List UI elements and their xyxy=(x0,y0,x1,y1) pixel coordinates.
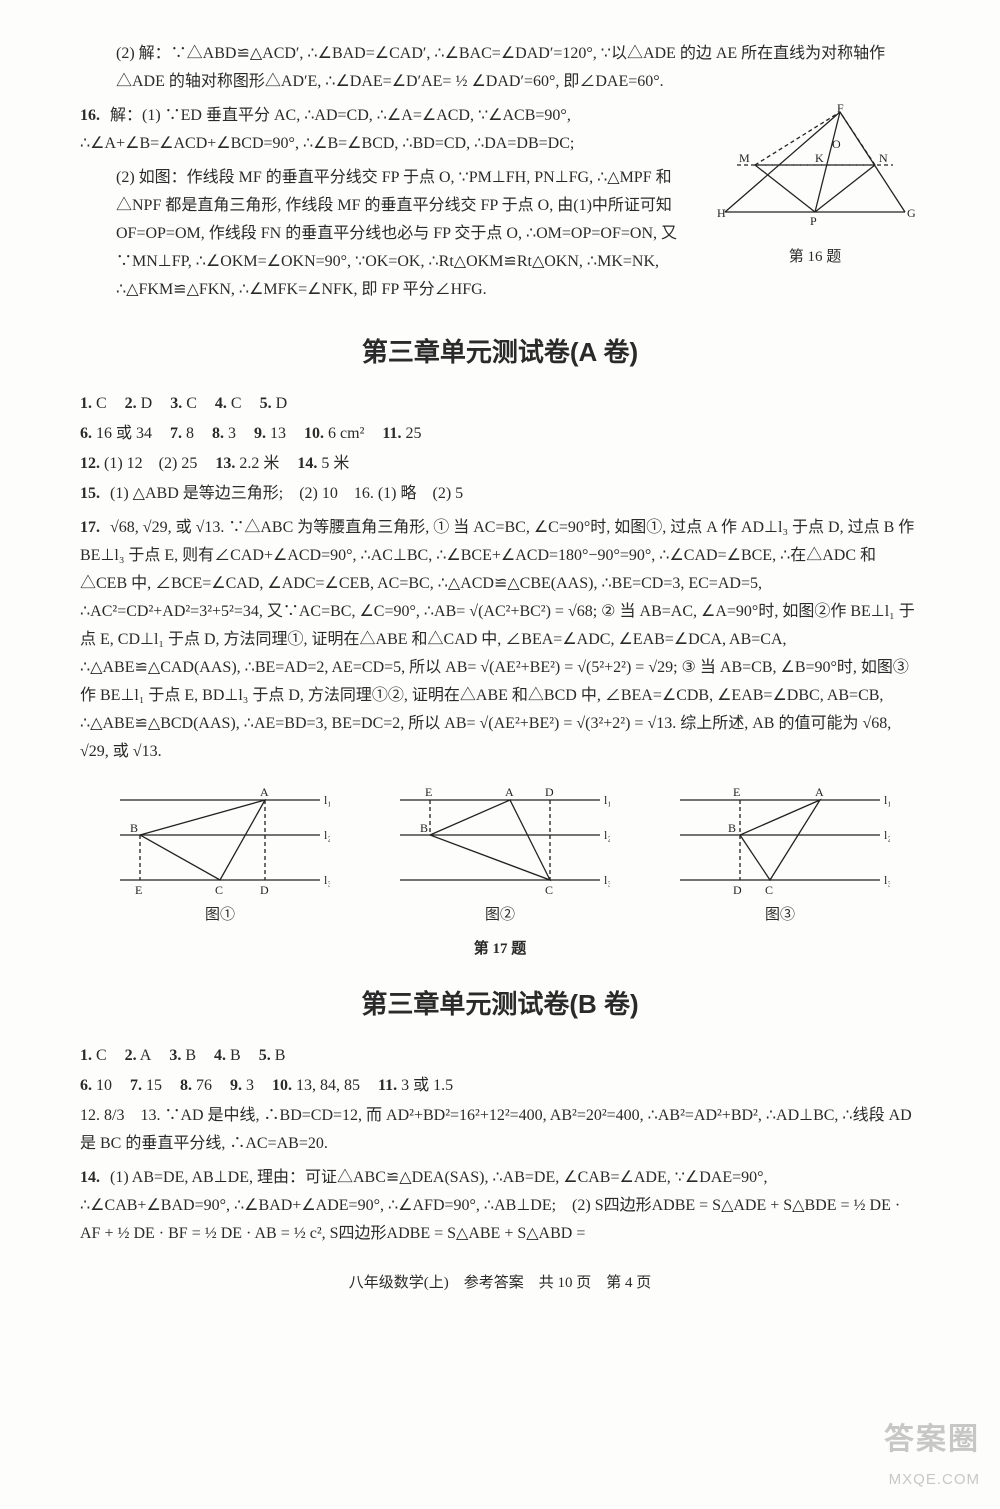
svg-text:l₂: l₂ xyxy=(884,828,890,842)
sectionA-p15: 15. (1) △ABD 是等边三角形; (2) 10 16. (1) 略 (2… xyxy=(80,480,920,508)
svg-text:l₁: l₁ xyxy=(324,793,330,807)
sectionA-p17-text: √68, √29, 或 √13. ∵△ABC 为等腰直角三角形, ① 当 AC=… xyxy=(80,519,915,760)
svg-text:E: E xyxy=(733,785,740,799)
svg-text:l₂: l₂ xyxy=(324,828,330,842)
p16-2-text: (2) 如图：作线段 MF 的垂直平分线交 FP 于点 O, ∵PM⊥FH, P… xyxy=(116,169,677,298)
svg-text:l₃: l₃ xyxy=(324,873,330,887)
figure-17-2: l₁ l₂ l₃ AB CDE 图② xyxy=(390,780,610,928)
svg-text:E: E xyxy=(425,785,432,799)
fig16-caption: 第 16 题 xyxy=(710,244,920,270)
figure-17-caption: 第 17 题 xyxy=(80,936,920,962)
page-footer: 八年级数学(上) 参考答案 共 10 页 第 4 页 xyxy=(80,1270,920,1296)
svg-text:K: K xyxy=(815,151,824,165)
svg-text:A: A xyxy=(260,785,269,799)
watermark-cn: 答案圈 xyxy=(884,1414,980,1467)
section-b-title: 第三章单元测试卷(B 卷) xyxy=(80,982,920,1028)
sectionB-p12-13: 12. 8/3 13. ∵AD 是中线, ∴BD=CD=12, 而 AD²+BD… xyxy=(80,1102,920,1158)
svg-text:l₁: l₁ xyxy=(884,793,890,807)
problem-15-part2: (2) 解：∵△ABD≌△ACD′, ∴∠BAD=∠CAD′, ∴∠BAC=∠D… xyxy=(80,40,920,96)
sectionA-p15-text: (1) △ABD 是等边三角形; (2) 10 16. (1) 略 (2) 5 xyxy=(110,485,463,502)
figure-16-svg: F H G P M N O K xyxy=(715,102,915,232)
svg-text:D: D xyxy=(733,883,742,897)
sectionB-p12-13-text: 12. 8/3 13. ∵AD 是中线, ∴BD=CD=12, 而 AD²+BD… xyxy=(80,1107,912,1152)
svg-text:B: B xyxy=(130,821,138,835)
sectionB-row2: 6. 10 7. 15 8. 76 9. 3 10. 13, 84, 85 11… xyxy=(80,1072,920,1100)
svg-text:H: H xyxy=(717,206,726,220)
svg-text:C: C xyxy=(215,883,223,897)
svg-text:l₂: l₂ xyxy=(604,828,610,842)
svg-text:C: C xyxy=(545,883,553,897)
sectionA-row3: 12. (1) 12 (2) 25 13. 2.2 米 14. 5 米 xyxy=(80,450,920,478)
svg-text:l₃: l₃ xyxy=(884,873,890,887)
figure-16-container: F H G P M N O K 第 16 题 xyxy=(710,102,920,270)
svg-text:P: P xyxy=(810,214,817,228)
svg-text:l₃: l₃ xyxy=(604,873,610,887)
svg-text:O: O xyxy=(832,137,841,151)
svg-text:F: F xyxy=(837,102,844,115)
sectionB-mc-row: 1. C 2. A 3. B 4. B 5. B xyxy=(80,1042,920,1070)
svg-text:l₁: l₁ xyxy=(604,793,610,807)
svg-text:D: D xyxy=(260,883,269,897)
watermark: 答案圈 MXQE.COM xyxy=(884,1414,980,1493)
svg-text:A: A xyxy=(815,785,824,799)
section-a-title: 第三章单元测试卷(A 卷) xyxy=(80,330,920,376)
svg-text:A: A xyxy=(505,785,514,799)
sectionA-mc-row: 1. C 2. D 3. C 4. C 5. D xyxy=(80,390,920,418)
sectionA-p17: 17. √68, √29, 或 √13. ∵△ABC 为等腰直角三角形, ① 当… xyxy=(80,514,920,766)
svg-text:B: B xyxy=(420,821,428,835)
svg-text:G: G xyxy=(907,206,915,220)
svg-text:E: E xyxy=(135,883,142,897)
svg-text:B: B xyxy=(728,821,736,835)
sectionB-p14-text: (1) AB=DE, AB⊥DE, 理由：可证△ABC≌△DEA(SAS), ∴… xyxy=(80,1169,900,1242)
figure-17-3: l₁ l₂ l₃ AB CDE 图③ xyxy=(670,780,890,928)
svg-text:C: C xyxy=(765,883,773,897)
sectionB-p14: 14. (1) AB=DE, AB⊥DE, 理由：可证△ABC≌△DEA(SAS… xyxy=(80,1164,920,1248)
sectionA-row2: 6. 16 或 34 7. 8 8. 3 9. 13 10. 6 cm² 11.… xyxy=(80,420,920,448)
svg-text:M: M xyxy=(739,151,750,165)
p15-2-text: (2) 解：∵△ABD≌△ACD′, ∴∠BAD=∠CAD′, ∴∠BAC=∠D… xyxy=(116,45,885,90)
svg-text:N: N xyxy=(879,151,888,165)
svg-text:D: D xyxy=(545,785,554,799)
figure-17-row: l₁ l₂ l₃ AB CDE 图① l₁ l₂ l₃ AB CDE 图② l₁… xyxy=(80,780,920,928)
p16-1-text: 解：(1) ∵ED 垂直平分 AC, ∴AD=CD, ∴∠A=∠ACD, ∵∠A… xyxy=(80,107,574,152)
p16-number: 16. xyxy=(80,107,100,124)
watermark-en: MXQE.COM xyxy=(884,1467,980,1493)
figure-17-1: l₁ l₂ l₃ AB CDE 图① xyxy=(110,780,330,928)
